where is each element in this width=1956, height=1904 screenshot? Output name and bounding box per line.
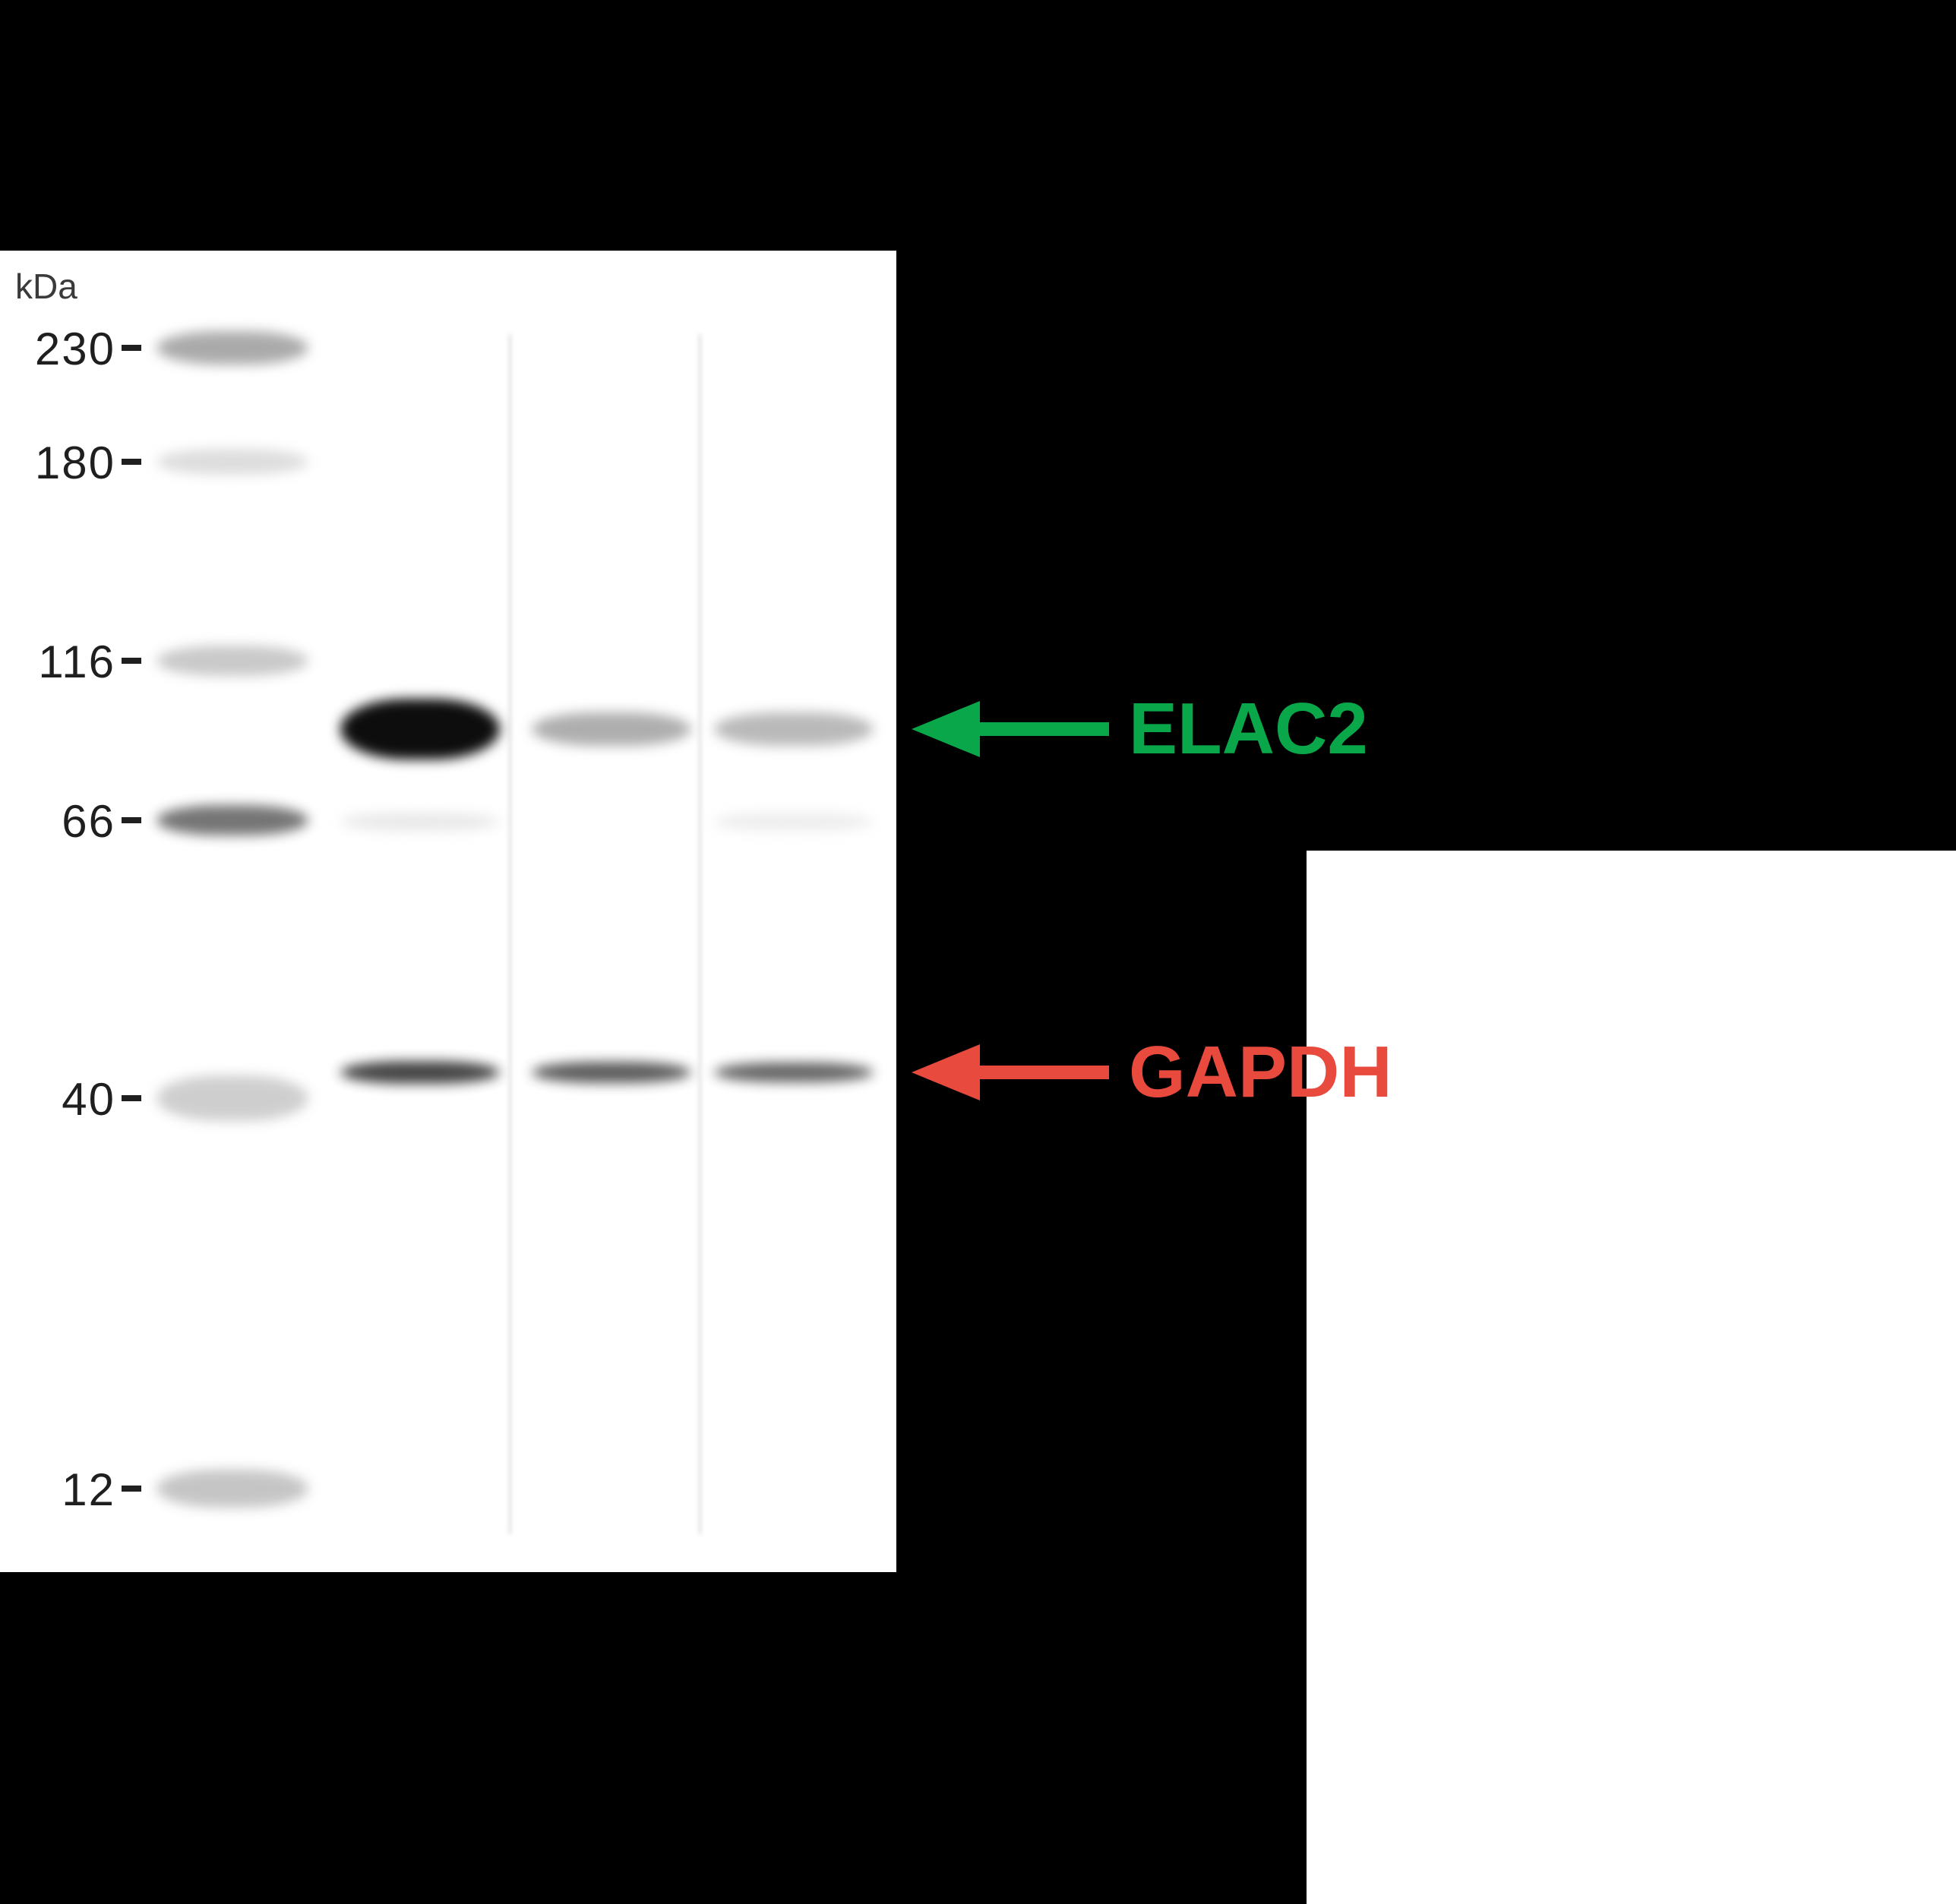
mw-marker-tick bbox=[122, 658, 141, 664]
gel-band bbox=[156, 1075, 308, 1121]
elac2-annotation: ELAC2 bbox=[912, 693, 1368, 766]
gel-band bbox=[532, 1062, 691, 1083]
mw-marker-tick bbox=[122, 817, 141, 823]
gel-band bbox=[714, 712, 874, 746]
gel-band bbox=[156, 331, 308, 365]
gel-band bbox=[156, 805, 308, 835]
mw-marker-label: 12 bbox=[62, 1464, 115, 1516]
mw-marker-label: 40 bbox=[62, 1073, 115, 1126]
elac2-label: ELAC2 bbox=[1129, 687, 1368, 771]
arrow-left-icon bbox=[912, 1044, 1109, 1100]
mw-marker-label: 180 bbox=[35, 437, 115, 489]
gel-band bbox=[340, 813, 500, 831]
mw-marker-label: 66 bbox=[62, 795, 115, 848]
western-blot-area bbox=[0, 251, 896, 1572]
mw-marker-tick bbox=[122, 345, 141, 351]
gapdh-label: GAPDH bbox=[1129, 1031, 1392, 1114]
gel-band bbox=[340, 1061, 500, 1084]
mw-marker-label: 230 bbox=[35, 323, 115, 375]
mw-marker-label: 116 bbox=[38, 636, 115, 688]
gel-band bbox=[340, 699, 500, 759]
gel-band bbox=[156, 1470, 308, 1508]
page-notch bbox=[1307, 851, 1956, 1904]
gel-band bbox=[714, 1063, 874, 1082]
gel-band bbox=[532, 712, 691, 746]
arrow-left-icon bbox=[912, 701, 1109, 757]
gel-band bbox=[714, 813, 874, 831]
mw-marker-tick bbox=[122, 1095, 141, 1101]
lane-separator bbox=[699, 334, 701, 1534]
gel-band bbox=[156, 449, 308, 475]
mw-marker-tick bbox=[122, 459, 141, 465]
gel-band bbox=[156, 646, 308, 676]
lane-separator bbox=[509, 334, 511, 1534]
kda-unit-label: kDa bbox=[15, 266, 77, 307]
gapdh-annotation: GAPDH bbox=[912, 1036, 1392, 1109]
mw-marker-tick bbox=[122, 1486, 141, 1492]
